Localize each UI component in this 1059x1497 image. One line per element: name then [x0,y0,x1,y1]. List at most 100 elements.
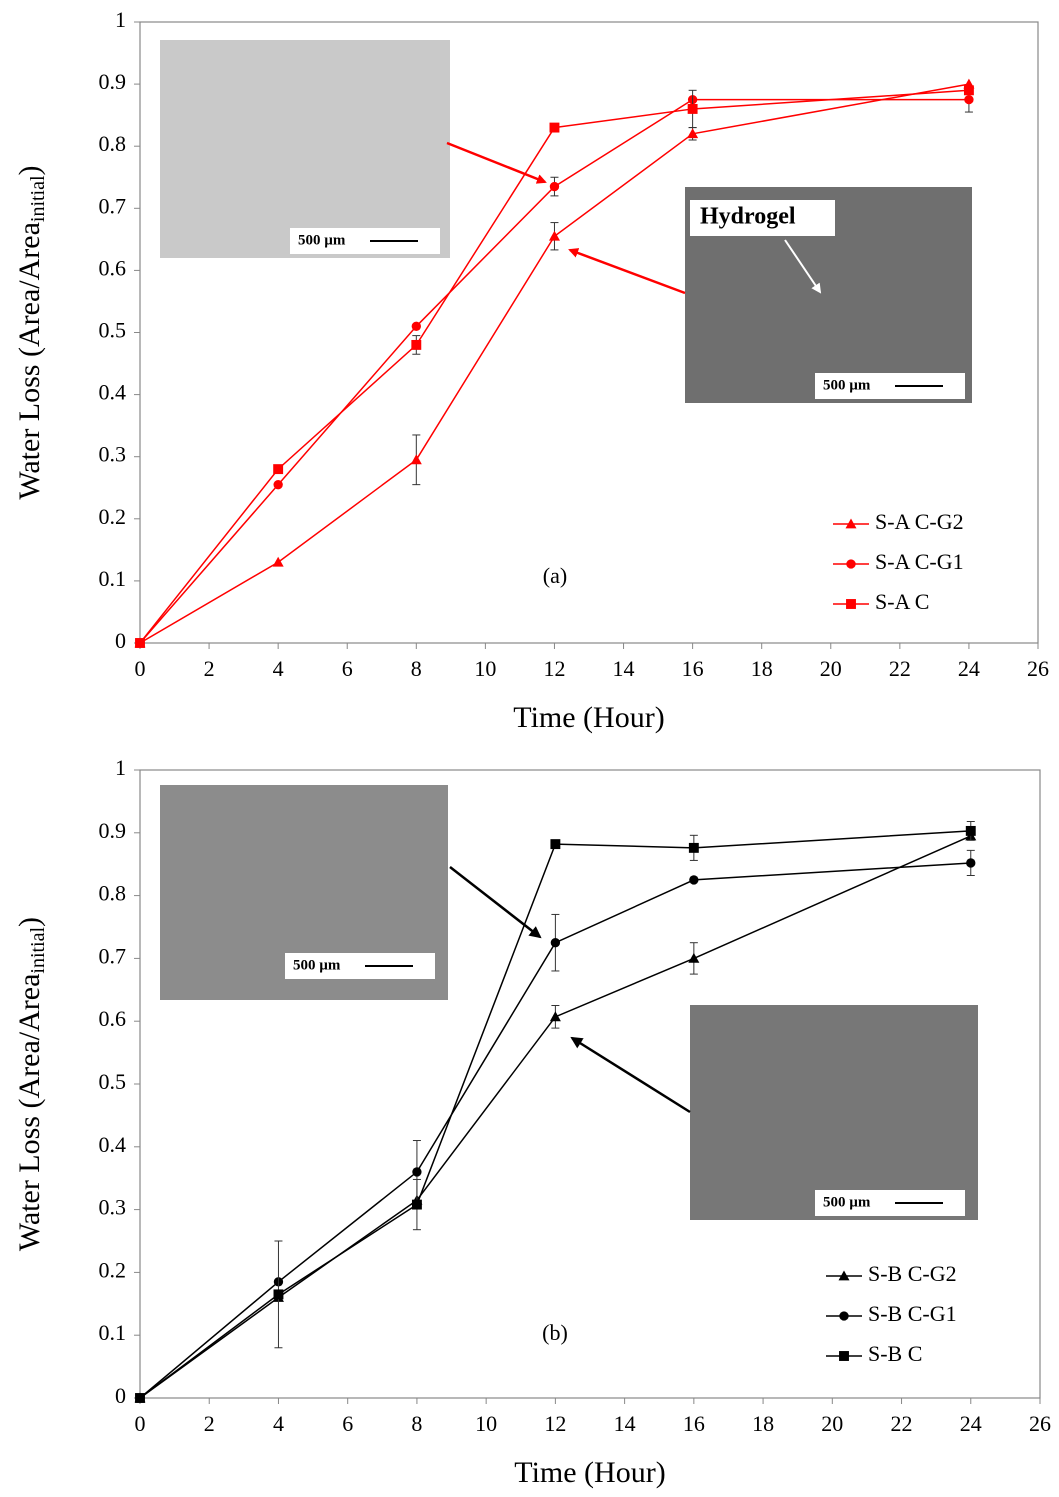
marker [412,1167,422,1177]
marker [550,839,561,850]
y-tick-label: 0.6 [99,255,127,280]
marker [135,1393,145,1403]
y-tick-label: 0.2 [99,1257,127,1282]
marker [548,230,560,241]
marker [135,638,145,648]
y-axis-title-close: ) [13,165,46,175]
x-tick-label: 14 [614,1411,636,1436]
x-axis-title: Time (Hour) [513,701,664,734]
x-tick-label: 2 [204,656,215,681]
x-tick-label: 20 [821,1411,843,1436]
y-axis-title-sub: initial [27,175,49,222]
x-tick-label: 16 [683,1411,705,1436]
y-tick-label: 0.5 [99,1069,127,1094]
legend-label: S-B C-G1 [868,1301,957,1326]
legend-label: S-A C-G1 [875,549,964,574]
marker [965,825,976,836]
marker [411,1199,422,1210]
y-tick-label: 0.7 [99,193,127,218]
callout-box [690,200,835,236]
scale-label: 500 µm [293,957,341,973]
scale-label: 500 µm [823,1194,871,1210]
inset-image [160,40,450,258]
x-tick-label: 8 [411,656,422,681]
x-tick-label: 20 [820,656,842,681]
legend-marker [846,559,856,569]
y-tick-label: 0.8 [99,131,127,156]
callout-arrow [784,239,822,294]
y-tick-label: 1 [115,755,126,780]
x-tick-label: 6 [342,656,353,681]
x-tick-label: 12 [544,1411,566,1436]
panel-label: (a) [543,563,567,588]
x-tick-label: 24 [960,1411,982,1436]
x-tick-label: 0 [135,656,146,681]
x-axis-title: Time (Hour) [514,1456,665,1489]
pointer-arrow [570,1036,691,1114]
x-tick-label: 4 [273,1411,284,1436]
pointer-arrow [446,141,547,184]
x-tick-label: 8 [411,1411,422,1436]
series-line [139,835,972,1399]
marker [549,122,560,133]
x-tick-label: 12 [543,656,565,681]
x-tick-label: 16 [682,656,704,681]
legend-label: S-A C [875,589,929,614]
marker [272,556,284,567]
x-tick-label: 26 [1029,1411,1051,1436]
y-tick-label: 0.4 [99,1132,127,1157]
y-tick-label: 0.4 [99,380,127,405]
y-axis-title-sub: initial [27,927,49,974]
y-tick-label: 0 [115,1383,126,1408]
panel-label: (b) [542,1320,568,1345]
x-tick-label: 2 [204,1411,215,1436]
x-tick-label: 0 [135,1411,146,1436]
legend-marker [845,518,857,529]
marker [964,94,974,105]
marker [273,479,283,490]
y-tick-label: 0.2 [99,504,127,529]
x-tick-label: 14 [613,656,635,681]
inset-image [690,1005,978,1220]
legend-marker [839,1351,849,1361]
marker [273,1289,284,1300]
x-tick-label: 6 [342,1411,353,1436]
legend-label: S-B C [868,1341,922,1366]
marker [549,181,560,192]
y-tick-label: 0.1 [99,1320,127,1345]
marker [688,952,700,963]
x-tick-label: 18 [752,1411,774,1436]
series-line [139,83,970,644]
series-line [139,89,969,644]
marker [963,85,974,96]
x-tick-label: 24 [958,656,980,681]
series-line [139,830,971,1399]
y-axis-title-main: Water Loss (Area/Area [13,974,46,1251]
x-tick-label: 26 [1027,656,1049,681]
series-line [139,98,969,644]
marker [411,339,422,350]
marker [550,938,561,948]
y-tick-label: 0.5 [99,318,127,343]
callout-label: Hydrogel [700,204,796,230]
series-line [139,862,971,1399]
marker [688,842,699,853]
marker [687,103,698,114]
x-tick-label: 4 [273,656,284,681]
legend-marker [838,1270,850,1281]
y-tick-label: 0.6 [99,1006,127,1031]
scale-label: 500 µm [823,377,871,393]
y-axis-title-close: ) [13,917,46,927]
scale-label: 500 µm [298,232,346,248]
x-tick-label: 18 [751,656,773,681]
y-axis-title: Water Loss (Area/Areainitial) [13,917,49,1251]
marker [689,875,699,885]
y-tick-label: 0.9 [99,69,127,94]
y-tick-label: 0.1 [99,566,127,591]
x-tick-label: 22 [891,1411,913,1436]
marker [549,1011,561,1022]
y-tick-label: 0.3 [99,1195,127,1220]
legend-marker [846,599,856,609]
